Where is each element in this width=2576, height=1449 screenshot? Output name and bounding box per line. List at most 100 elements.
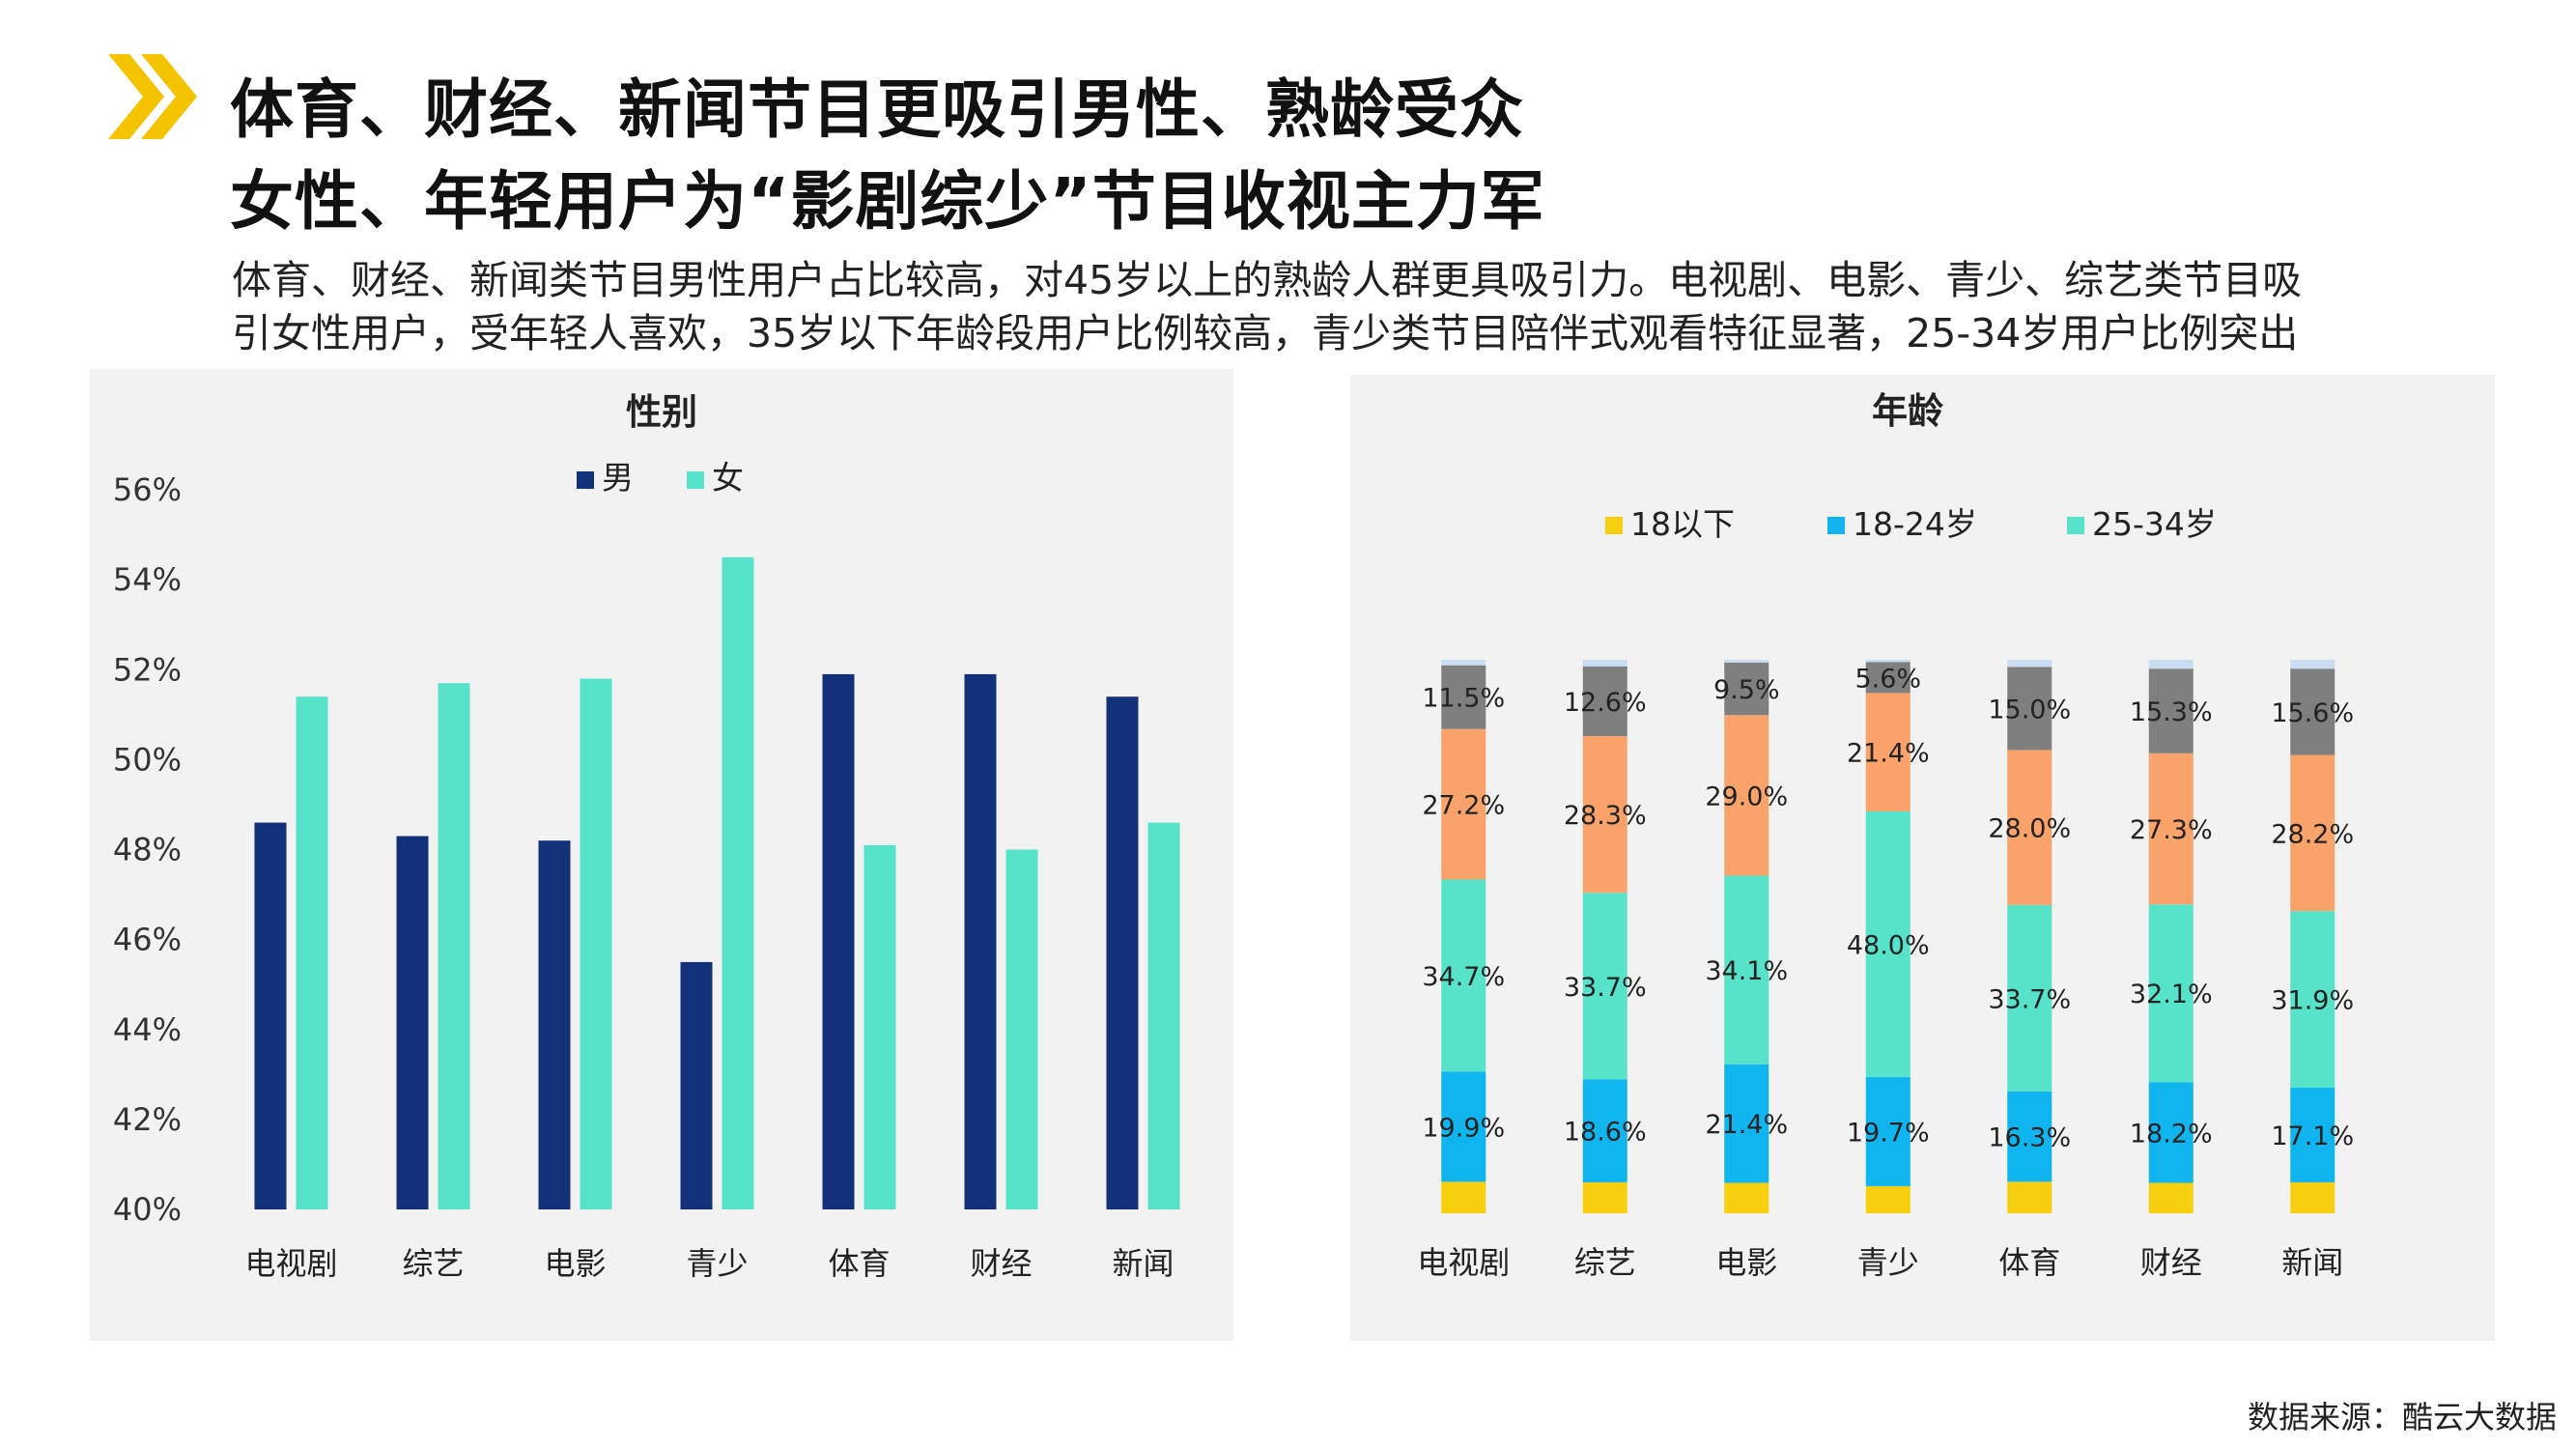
legend-25-34-label: 25-34岁 [2092, 505, 2217, 543]
age-seg-18-24 [1724, 1064, 1769, 1183]
description-line-2: 引女性用户，受年轻人喜欢，35岁以下年龄段用户比例较高，青少类节目陪伴式观看特征… [232, 310, 2299, 356]
age-seg-35-44 [1724, 715, 1769, 876]
gender-y-tick: 42% [113, 1101, 182, 1138]
gender-x-tick: 体育 [828, 1245, 890, 1282]
gender-bar-female [1005, 849, 1038, 1209]
age-seg-under18 [1582, 1181, 1628, 1213]
age-seg-under18 [2290, 1181, 2335, 1213]
page-title-line-2: 女性、年轻用户为“影剧综少”节目收视主力军 [230, 164, 1545, 239]
age-seg-45-54 [1582, 666, 1628, 737]
age-data-label: 19.9% [1422, 1113, 1505, 1143]
gender-bar-female [863, 844, 896, 1209]
gender-y-tick: 48% [113, 832, 182, 868]
age-seg-18-24 [2290, 1087, 2335, 1182]
legend-18-24-label: 18-24岁 [1853, 505, 1977, 543]
age-seg-35-44 [2290, 754, 2335, 912]
gender-y-tick: 40% [113, 1191, 182, 1228]
age-data-label: 15.6% [2271, 698, 2354, 728]
age-data-label: 48.0% [1847, 931, 1930, 961]
age-seg-25-34 [2007, 904, 2052, 1092]
age-seg-55plus [2290, 660, 2335, 669]
legend-18-24-swatch [1827, 517, 1845, 534]
age-x-tick: 电视剧 [1417, 1244, 1510, 1281]
age-seg-25-34 [1441, 879, 1486, 1072]
gender-bar-male [680, 961, 713, 1209]
legend-25-34-swatch [2067, 517, 2084, 534]
gender-x-tick: 电影 [544, 1245, 606, 1282]
page-title-line-1: 体育、财经、新闻节目更吸引男性、熟龄受众 [230, 72, 1524, 147]
description-line-1: 体育、财经、新闻类节目男性用户占比较高，对45岁以上的熟龄人群更具吸引力。电视剧… [232, 257, 2303, 303]
age-data-label: 33.7% [1988, 984, 2071, 1014]
gender-y-tick: 46% [113, 922, 182, 958]
double-chevron-icon [108, 54, 197, 139]
age-seg-35-44 [2007, 750, 2052, 905]
gender-x-tick: 青少 [686, 1245, 748, 1282]
age-seg-45-54 [2148, 668, 2194, 753]
age-seg-45-54 [2290, 668, 2335, 755]
age-seg-55plus [1441, 660, 1486, 666]
gender-y-tick: 52% [113, 651, 182, 688]
age-data-label: 34.1% [1705, 956, 1788, 986]
legend-male-swatch [577, 471, 594, 489]
age-data-label: 29.0% [1705, 781, 1788, 811]
legend-female-label: 女 [712, 459, 744, 497]
gender-bar-female [580, 678, 612, 1209]
gender-bar-female [296, 696, 328, 1209]
age-data-label: 18.2% [2130, 1119, 2213, 1149]
age-seg-55plus [1582, 660, 1628, 667]
gender-x-tick: 电视剧 [244, 1245, 337, 1282]
age-seg-35-44 [1865, 693, 1911, 812]
gender-x-tick: 综艺 [402, 1245, 464, 1282]
age-data-label: 27.3% [2130, 815, 2213, 845]
age-seg-55plus [1724, 660, 1769, 663]
age-data-label: 15.3% [2130, 697, 2213, 727]
age-seg-45-54 [1865, 662, 1911, 694]
age-data-label: 21.4% [1847, 739, 1930, 769]
age-data-label: 32.1% [2130, 980, 2213, 1009]
age-data-label: 5.6% [1854, 664, 1921, 694]
age-data-label: 33.7% [1564, 973, 1647, 1003]
age-seg-55plus [2148, 660, 2194, 669]
age-seg-18-24 [1441, 1071, 1486, 1182]
age-seg-45-54 [1441, 665, 1486, 729]
age-seg-under18 [1865, 1185, 1911, 1213]
gender-chart-panel: 性别 男 女 40% 42% 44% 46% 48% 50% 52% 54% 56% 电视剧 综艺 电… [90, 369, 1233, 1341]
age-data-label: 15.0% [1988, 695, 2071, 724]
gender-bar-female [722, 556, 754, 1209]
age-x-tick: 青少 [1857, 1244, 1919, 1281]
gender-chart-title: 性别 [626, 391, 697, 433]
age-seg-35-44 [1441, 728, 1486, 880]
gender-bar-male [396, 836, 429, 1209]
gender-bar-female [438, 683, 470, 1209]
data-source-note: 数据来源：酷云大数据 [2247, 1399, 2557, 1435]
age-seg-25-34 [2290, 911, 2335, 1088]
age-seg-under18 [2007, 1181, 2052, 1213]
age-chart-title: 年龄 [1872, 390, 1943, 432]
age-seg-18-24 [2148, 1082, 2194, 1183]
gender-x-tick: 财经 [970, 1245, 1032, 1282]
gender-bar-male [964, 673, 997, 1209]
gender-y-tick: 56% [113, 471, 182, 508]
age-data-label: 19.7% [1847, 1118, 1930, 1148]
age-seg-25-34 [1582, 893, 1628, 1080]
age-seg-45-54 [1724, 662, 1769, 716]
gender-x-tick: 新闻 [1112, 1245, 1174, 1282]
age-data-label: 28.3% [1564, 801, 1647, 831]
age-seg-35-44 [2148, 753, 2194, 905]
age-data-label: 16.3% [1988, 1123, 2071, 1153]
age-seg-35-44 [1582, 736, 1628, 894]
age-x-tick: 财经 [2140, 1244, 2202, 1281]
age-x-tick: 综艺 [1574, 1244, 1636, 1281]
age-data-label: 31.9% [2271, 986, 2354, 1016]
age-data-label: 11.5% [1422, 684, 1505, 714]
gender-bar-chart: 性别 男 女 40% 42% 44% 46% 48% 50% 52% 54% 56% 电视剧 综艺 电… [113, 391, 1180, 1282]
age-data-label: 9.5% [1713, 675, 1780, 705]
age-seg-25-34 [2148, 904, 2194, 1083]
age-data-label: 28.0% [1988, 814, 2071, 844]
age-seg-under18 [1724, 1182, 1769, 1213]
gender-bar-male [822, 673, 855, 1209]
age-stacked-bar-chart: 年龄 18以下 18-24岁 25-34岁 19.9% 34.7% 27.2% 11.… [1417, 390, 2354, 1281]
age-data-label: 18.6% [1564, 1118, 1647, 1148]
age-seg-25-34 [1865, 811, 1911, 1078]
age-seg-45-54 [2007, 667, 2052, 751]
